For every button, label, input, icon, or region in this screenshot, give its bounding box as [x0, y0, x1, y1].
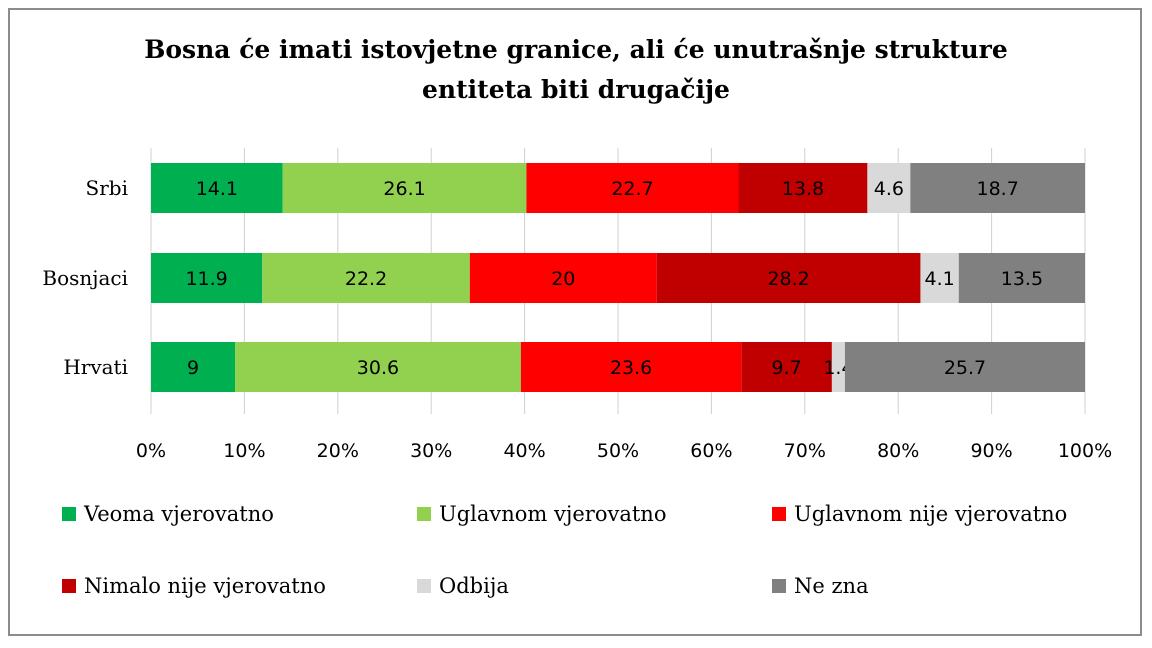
- legend-label: Uglavnom vjerovatno: [439, 502, 667, 526]
- data-label: 9: [187, 357, 199, 379]
- legend-item: Nimalo nije vjerovatno: [62, 574, 326, 598]
- chart-frame: [8, 8, 1142, 636]
- legend-swatch: [417, 579, 431, 593]
- bar-segment: [526, 163, 739, 213]
- legend-swatch: [62, 507, 76, 521]
- bar-segment: [910, 163, 1085, 213]
- bar-segment: [831, 342, 845, 392]
- legend-label: Odbija: [439, 574, 509, 598]
- category-label: Srbi: [86, 176, 128, 200]
- x-tick-label: 80%: [877, 440, 919, 462]
- data-label: 14.1: [196, 178, 238, 200]
- legend-label: Nimalo nije vjerovatno: [84, 574, 326, 598]
- bar-segment: [262, 253, 470, 303]
- legend-item: Veoma vjerovatno: [62, 502, 274, 526]
- data-label: 30.6: [357, 357, 399, 379]
- bar-segment: [469, 253, 657, 303]
- bar-segment: [282, 163, 527, 213]
- x-tick-labels: 0% 10% 20% 30% 40% 50% 60% 70% 80% 90% 100%: [136, 440, 1112, 462]
- legend-label: Veoma vjerovatno: [84, 502, 274, 526]
- bar-segments: 14.1 26.1 22.7 13.8 4.6 18.7 11.9 22.2 20 28.2 4.1…: [151, 163, 1085, 392]
- data-label: 22.7: [611, 178, 653, 200]
- x-tick-label: 20%: [317, 440, 359, 462]
- bar-segment: [151, 342, 236, 392]
- x-tick-label: 70%: [784, 440, 826, 462]
- legend-label: Ne zna: [794, 574, 869, 598]
- category-label: Hrvati: [63, 355, 128, 379]
- data-label: 28.2: [767, 268, 809, 290]
- data-label: 9.7: [771, 357, 801, 379]
- bar-segment: [920, 253, 959, 303]
- bar-segment: [235, 342, 521, 392]
- bar-segment: [656, 253, 921, 303]
- x-tick-label: 10%: [223, 440, 265, 462]
- x-tick-label: 40%: [503, 440, 545, 462]
- x-tick-label: 60%: [690, 440, 732, 462]
- data-label: 25.7: [944, 357, 986, 379]
- data-label: 13.8: [782, 178, 824, 200]
- x-tick-label: 30%: [410, 440, 452, 462]
- category-labels: Srbi Bosnjaci Hrvati: [42, 176, 128, 379]
- bar-segment: [520, 342, 742, 392]
- x-tick-label: 0%: [136, 440, 166, 462]
- legend-item: Odbija: [417, 574, 509, 598]
- bar-segment: [151, 163, 283, 213]
- legend-swatch: [772, 579, 786, 593]
- chart-title-line-1: Bosna će imati istovjetne granice, ali ć…: [144, 35, 1008, 64]
- bar-segment: [844, 342, 1085, 392]
- data-label: 23.6: [610, 357, 652, 379]
- bar-segment: [867, 163, 911, 213]
- bar-segment: [738, 163, 868, 213]
- legend-swatch: [417, 507, 431, 521]
- data-label: 13.5: [1001, 268, 1043, 290]
- data-label: 20: [551, 268, 575, 290]
- chart-title: Bosna će imati istovjetne granice, ali ć…: [0, 30, 1152, 110]
- bar-segment: [151, 253, 263, 303]
- bar-segment: [958, 253, 1085, 303]
- chart-title-line-2: entiteta biti drugačije: [422, 75, 730, 104]
- x-tick-label: 90%: [970, 440, 1012, 462]
- legend-item: Ne zna: [772, 574, 869, 598]
- x-tick-label: 100%: [1058, 440, 1112, 462]
- legend-label: Uglavnom nije vjerovatno: [794, 502, 1068, 526]
- legend-swatch: [62, 579, 76, 593]
- legend-swatch: [772, 507, 786, 521]
- data-label: 18.7: [977, 178, 1019, 200]
- data-label: 22.2: [345, 268, 387, 290]
- data-label: 4.1: [925, 268, 955, 290]
- legend-item: Uglavnom vjerovatno: [417, 502, 666, 526]
- bar-segment: [741, 342, 832, 392]
- category-label: Bosnjaci: [42, 266, 128, 290]
- x-tick-label: 50%: [597, 440, 639, 462]
- legend-item: Uglavnom nije vjerovatno: [772, 502, 1067, 526]
- data-label: 4.6: [874, 178, 904, 200]
- data-label: 26.1: [383, 178, 425, 200]
- data-label: 11.9: [185, 268, 227, 290]
